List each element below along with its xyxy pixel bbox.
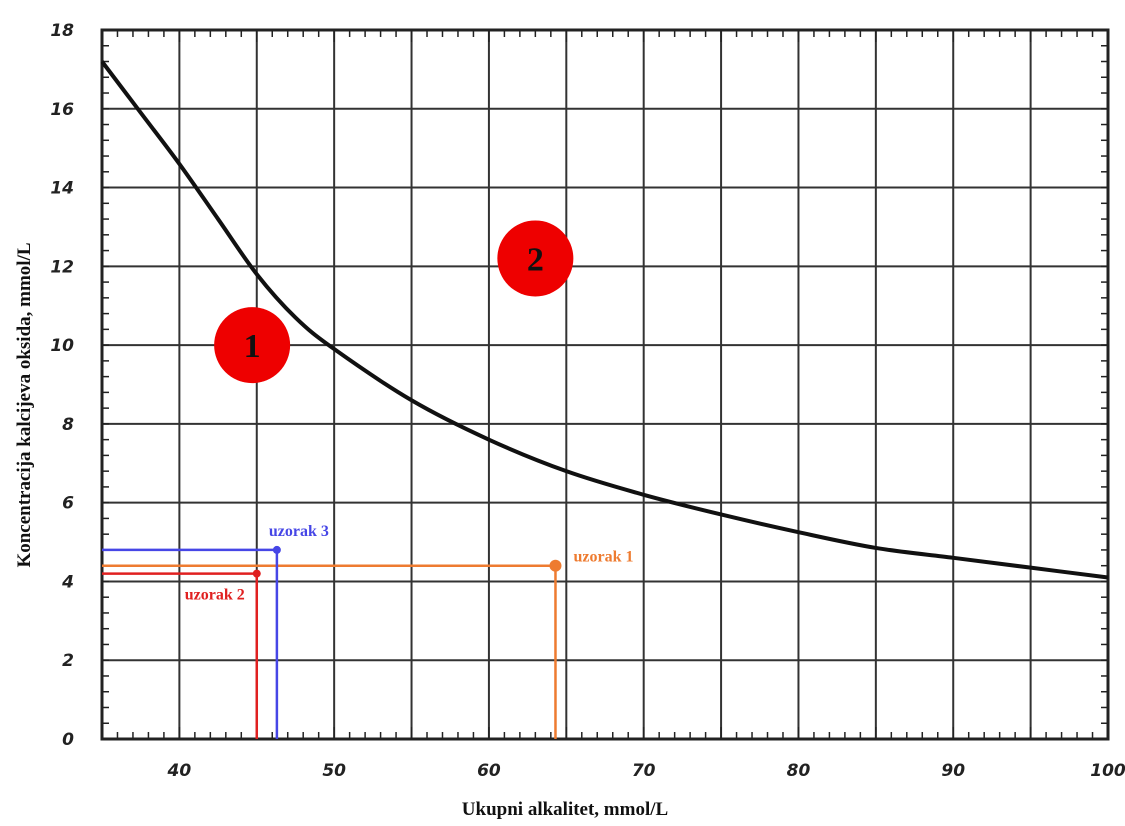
tick-marks [101,29,1109,740]
y-tick-label: 8 [62,415,74,435]
y-tick-label: 14 [50,179,74,199]
region-marker [214,307,291,384]
region-label: 2 [527,241,544,278]
saturation-curve [100,60,1109,580]
y-tick-label: 18 [50,21,74,41]
y-tick-label: 10 [50,336,74,356]
y-tick-label: 0 [62,730,74,750]
x-tick-label: 50 [322,761,346,781]
sample-point [549,559,562,572]
x-tick-label: 100 [1090,761,1125,781]
sample-label: uzorak 1 [573,549,633,566]
sample-markers: uzorak 1 uzorak 2 uzorak 3 [102,523,633,739]
y-tick-label: 12 [50,257,74,277]
x-tick-label: 40 [167,761,192,781]
y-tick-label: 4 [61,572,74,592]
sample-point [252,569,261,578]
region-marker [497,220,574,297]
y-tick-label: 16 [50,100,74,120]
y-tick-label: 6 [62,494,74,514]
y-tick-label: 2 [62,651,74,671]
grid [101,29,1109,740]
x-axis-title: Ukupni alkalitet, mmol/L [462,799,668,820]
region-label: 1 [244,328,261,365]
region-markers: 12 [214,220,574,384]
sample-label: uzorak 3 [269,523,329,540]
sample-label: uzorak 2 [185,587,245,604]
plot-frame [100,28,1110,741]
sample-point [272,545,281,554]
x-tick-label: 80 [787,761,811,781]
x-tick-label: 90 [941,761,965,781]
x-tick-label: 70 [632,761,656,781]
y-axis-title: Koncentracija kalcijeva oksida, mmol/L [14,242,35,567]
x-tick-label: 60 [477,761,501,781]
